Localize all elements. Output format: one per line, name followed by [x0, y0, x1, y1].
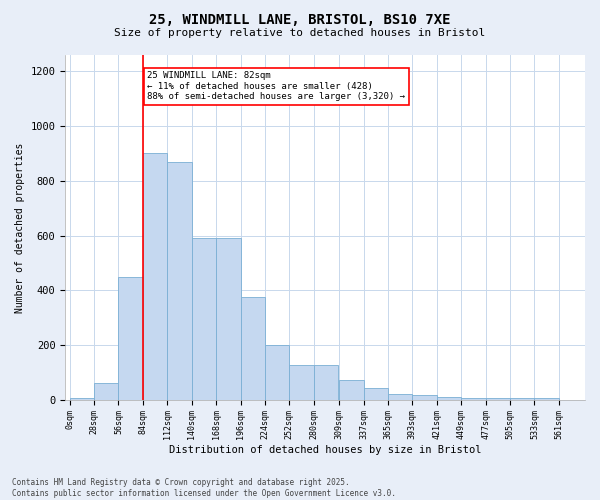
Bar [118, 276, 143, 400]
Bar [143, 154, 167, 400]
Text: 25 WINDMILL LANE: 82sqm
← 11% of detached houses are smaller (428)
88% of semi-d: 25 WINDMILL LANE: 82sqm ← 11% of detache… [147, 72, 405, 101]
Text: Contains HM Land Registry data © Crown copyright and database right 2025.
Contai: Contains HM Land Registry data © Crown c… [12, 478, 396, 498]
Bar [412, 395, 437, 400]
Bar [289, 364, 314, 400]
Bar [265, 345, 289, 400]
Bar [192, 238, 216, 400]
Bar [485, 398, 510, 400]
Bar [388, 394, 412, 400]
Bar [216, 238, 241, 400]
Bar [339, 380, 364, 400]
Bar [364, 388, 388, 400]
Text: Size of property relative to detached houses in Bristol: Size of property relative to detached ho… [115, 28, 485, 38]
Bar [510, 398, 535, 400]
Bar [70, 398, 94, 400]
Bar [461, 398, 485, 400]
Y-axis label: Number of detached properties: Number of detached properties [15, 142, 25, 312]
X-axis label: Distribution of detached houses by size in Bristol: Distribution of detached houses by size … [169, 445, 481, 455]
Bar [241, 297, 265, 400]
Bar [437, 397, 461, 400]
Bar [167, 162, 192, 400]
Text: 25, WINDMILL LANE, BRISTOL, BS10 7XE: 25, WINDMILL LANE, BRISTOL, BS10 7XE [149, 12, 451, 26]
Bar [94, 384, 118, 400]
Bar [535, 398, 559, 400]
Bar [314, 364, 338, 400]
